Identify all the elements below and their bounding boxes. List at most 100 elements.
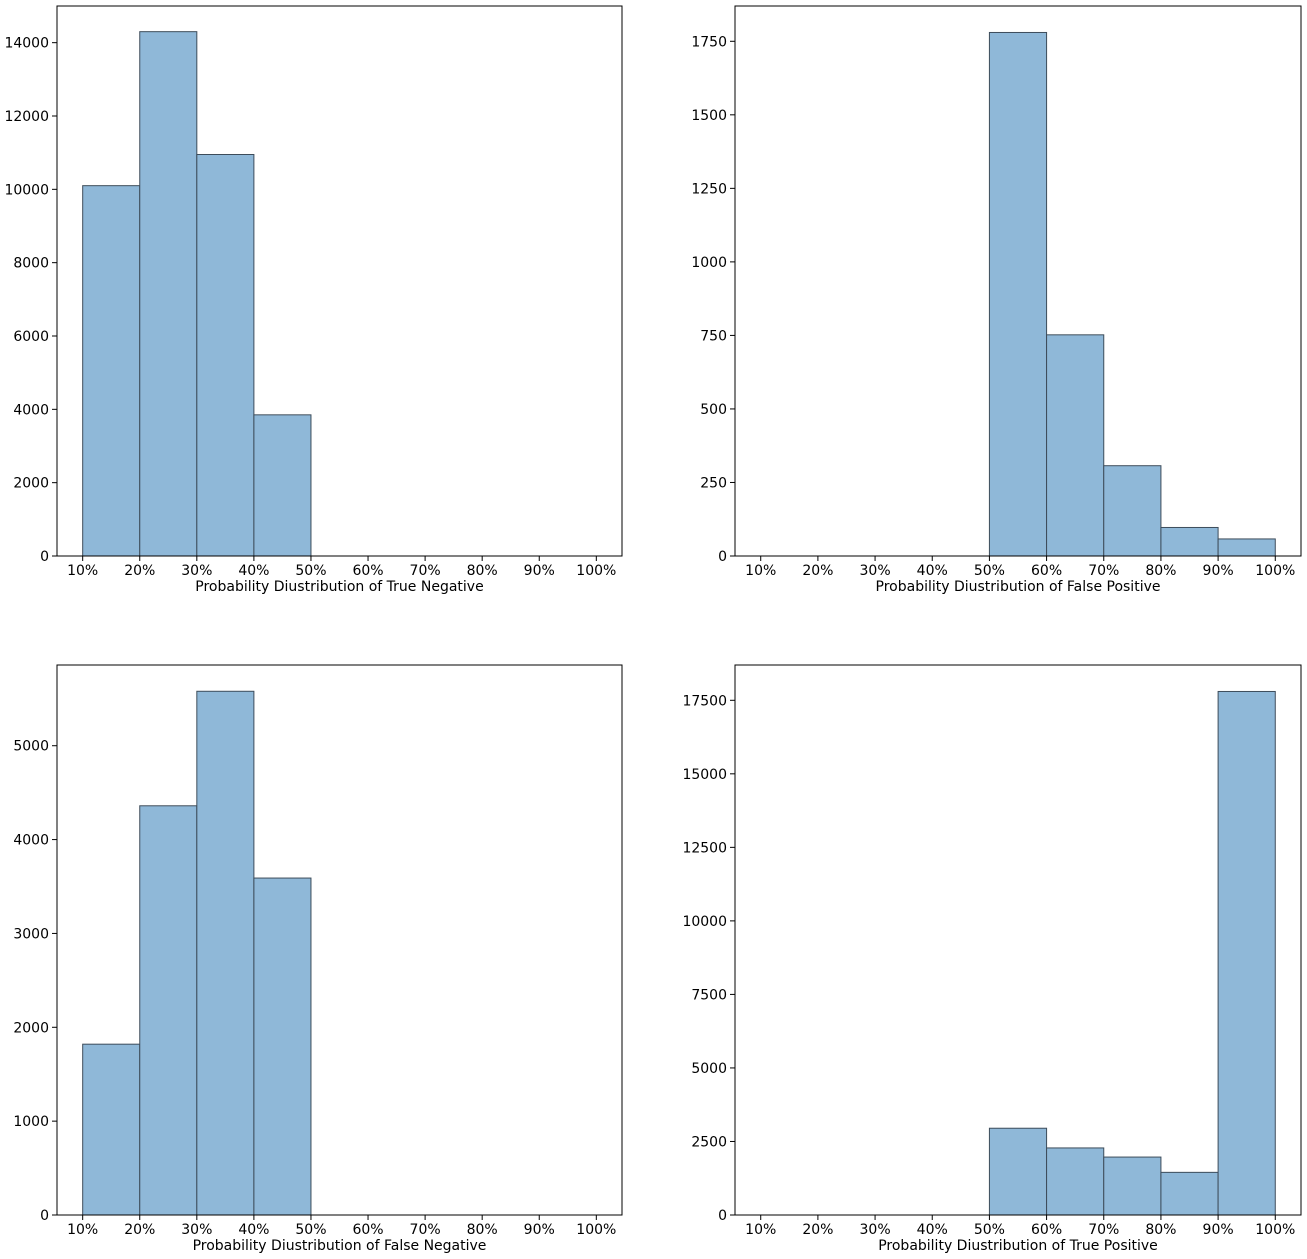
x-tick-label: 10% <box>745 563 776 579</box>
true-positive-histogram: 10% 20% 30% 40% 50% 60% 70% 80% 90% 100% 0 2500 5000… <box>682 664 1302 1254</box>
x-tick-label: 30% <box>860 563 891 579</box>
histogram-bar <box>82 185 141 557</box>
y-tick-label: 0 <box>40 1208 49 1224</box>
histogram-bar <box>253 414 312 557</box>
histogram-bar <box>253 877 312 1216</box>
x-tick-label: 60% <box>1031 1222 1062 1238</box>
x-tick-label: 20% <box>124 563 155 579</box>
x-tick-label: 60% <box>352 563 383 579</box>
histogram-bar <box>988 1127 1048 1216</box>
x-tick-label: 40% <box>238 563 269 579</box>
x-tick-label: 20% <box>802 1222 833 1238</box>
x-axis-label: Probability Diustribution of False Negat… <box>193 1238 487 1254</box>
x-tick-label: 60% <box>352 1222 383 1238</box>
x-tick-label: 90% <box>1203 1222 1234 1238</box>
x-tick-label: 70% <box>1088 563 1119 579</box>
x-tick-label: 70% <box>1088 1222 1119 1238</box>
axes-frame <box>734 5 1302 557</box>
y-tick-label: 1750 <box>691 34 727 50</box>
y-tick-label: 14000 <box>4 36 49 52</box>
y-tick-label: 1000 <box>691 255 727 271</box>
y-tick-label: 15000 <box>682 767 727 783</box>
histogram-bar <box>1160 526 1219 557</box>
x-tick-label: 80% <box>467 1222 498 1238</box>
x-tick-label: 50% <box>295 563 326 579</box>
y-tick-label: 1000 <box>13 1114 49 1130</box>
x-axis-label: Probability Diustribution of False Posit… <box>876 579 1161 595</box>
x-tick-label: 80% <box>467 563 498 579</box>
x-tick-label: 30% <box>181 1222 212 1238</box>
y-tick-label: 1500 <box>691 108 727 124</box>
histogram-bar <box>1217 538 1276 557</box>
x-axis-label: Probability Diustribution of True Negati… <box>195 579 483 595</box>
x-tick-label: 100% <box>576 1222 616 1238</box>
y-tick-label: 750 <box>700 328 727 344</box>
y-tick-label: 17500 <box>682 693 727 709</box>
histogram-bar <box>139 31 198 557</box>
y-tick-label: 2000 <box>13 1020 49 1036</box>
y-tick-label: 6000 <box>13 329 49 345</box>
histogram-bar <box>1046 1147 1105 1216</box>
y-tick-label: 5000 <box>691 1061 727 1077</box>
y-tick-label: 2000 <box>13 476 49 492</box>
y-tick-label: 2500 <box>691 1134 727 1150</box>
histogram-bar <box>1160 1171 1219 1216</box>
histogram-bar <box>139 805 198 1216</box>
x-tick-label: 100% <box>576 563 616 579</box>
x-tick-label: 40% <box>917 563 948 579</box>
x-tick-label: 30% <box>860 1222 891 1238</box>
x-tick-label: 10% <box>67 1222 98 1238</box>
y-tick-label: 500 <box>700 402 727 418</box>
x-axis-label: Probability Diustribution of True Positi… <box>878 1238 1158 1254</box>
x-tick-label: 50% <box>974 1222 1005 1238</box>
x-tick-label: 20% <box>124 1222 155 1238</box>
y-tick-label: 10000 <box>4 182 49 198</box>
y-tick-label: 4000 <box>13 402 49 418</box>
x-tick-label: 60% <box>1031 563 1062 579</box>
x-tick-label: 10% <box>745 1222 776 1238</box>
histogram-bar <box>1103 1156 1162 1216</box>
x-tick-label: 70% <box>410 1222 441 1238</box>
x-tick-label: 80% <box>1145 563 1176 579</box>
y-tick-label: 7500 <box>691 987 727 1003</box>
x-tick-label: 40% <box>917 1222 948 1238</box>
y-tick-label: 10000 <box>682 914 727 930</box>
x-tick-label: 50% <box>295 1222 326 1238</box>
histogram-bar <box>1217 690 1276 1216</box>
x-tick-label: 100% <box>1255 563 1295 579</box>
y-tick-label: 0 <box>718 549 727 565</box>
histogram-bar <box>988 31 1048 557</box>
axes-frame <box>56 5 623 557</box>
histogram-bar <box>1046 334 1105 557</box>
y-tick-label: 8000 <box>13 256 49 272</box>
x-tick-label: 10% <box>67 563 98 579</box>
x-tick-label: 90% <box>1203 563 1234 579</box>
true-negative-histogram: 10% 20% 30% 40% 50% 60% 70% 80% 90% 100% 0 2000 4000… <box>4 5 623 595</box>
histogram-bar <box>196 154 255 557</box>
histogram-bar <box>82 1043 141 1216</box>
y-tick-label: 0 <box>40 549 49 565</box>
histogram-bar <box>1103 465 1162 557</box>
false-negative-histogram: 10% 20% 30% 40% 50% 60% 70% 80% 90% 100% 0 1000 2000… <box>13 664 623 1254</box>
y-tick-label: 4000 <box>13 833 49 849</box>
y-tick-label: 12500 <box>682 840 727 856</box>
histogram-bar <box>196 690 255 1216</box>
x-tick-label: 80% <box>1145 1222 1176 1238</box>
y-tick-label: 5000 <box>13 739 49 755</box>
x-tick-label: 50% <box>974 563 1005 579</box>
x-tick-label: 40% <box>238 1222 269 1238</box>
false-positive-histogram: 10% 20% 30% 40% 50% 60% 70% 80% 90% 100% 0 250 500 75… <box>691 5 1302 595</box>
y-tick-label: 0 <box>718 1208 727 1224</box>
y-tick-label: 12000 <box>4 109 49 125</box>
axes-frame <box>734 664 1302 1216</box>
y-tick-label: 1250 <box>691 181 727 197</box>
x-tick-label: 30% <box>181 563 212 579</box>
x-tick-label: 100% <box>1255 1222 1295 1238</box>
y-tick-label: 3000 <box>13 926 49 942</box>
axes-frame <box>56 664 623 1216</box>
x-tick-label: 70% <box>410 563 441 579</box>
x-tick-label: 90% <box>524 1222 555 1238</box>
x-tick-label: 90% <box>524 563 555 579</box>
x-tick-label: 20% <box>802 563 833 579</box>
